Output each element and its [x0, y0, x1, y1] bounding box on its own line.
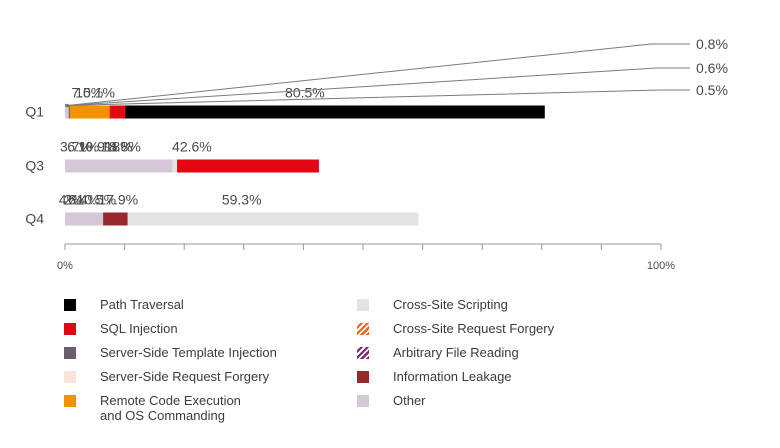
data-label-q4-cross-site-scripting: 59.3% [222, 192, 262, 208]
callout-leader-server-side-request-forgery [66, 67, 690, 106]
legend-label-other: Other [393, 393, 426, 408]
legend-swatch-arbitrary-file-reading [357, 347, 369, 359]
legend-item-path-traversal: Path Traversal [64, 297, 300, 312]
category-label-q4: Q4 [25, 211, 44, 227]
x-tick-label-0: 0% [57, 260, 73, 272]
bars-layer [65, 105, 545, 226]
legend-swatch-cross-site-scripting [357, 299, 369, 311]
x-axis: 0% 100% [57, 243, 675, 272]
callout-leader-server-side-template-injection [67, 43, 690, 106]
legend-swatch-server-side-template-injection [64, 347, 76, 359]
legend-label-server-side-request-forgery: Server-Side Request Forgery [100, 369, 270, 384]
legend-label-arbitrary-file-reading: Arbitrary File Reading [393, 345, 519, 360]
callout-label-other: 0.5% [696, 82, 728, 98]
data-label-q3-sql-injection: 42.6% [172, 139, 212, 155]
x-tick-label-100: 100% [647, 260, 675, 272]
data-label-q3-cross-site-scripting: 18.8% [101, 139, 141, 155]
legend-label-server-side-template-injection: Server-Side Template Injection [100, 345, 277, 360]
legend-swatch-path-traversal [64, 299, 76, 311]
bar-q3-other [65, 159, 173, 173]
data-label-q3-remote-code-execution-and-os-commanding: 3.7% [60, 139, 92, 155]
data-label-q3-cross-site-request-forgery: 10.9% [78, 139, 118, 155]
data-label-q1-remote-code-execution-and-os-commanding: 7.5% [71, 85, 103, 101]
legend-label-sql-injection: SQL Injection [100, 321, 178, 336]
legend-item-sql-injection: SQL Injection [64, 321, 300, 336]
category-label-q1: Q1 [25, 104, 44, 120]
category-labels-layer: Q1 Q3 Q4 [25, 104, 44, 227]
data-label-q3-other: 18% [105, 139, 133, 155]
legend-item-server-side-template-injection: Server-Side Template Injection [64, 345, 300, 360]
callout-label-server-side-template-injection: 0.8% [696, 36, 728, 52]
legend-swatch-sql-injection [64, 323, 76, 335]
legend-label-remote-code-execution-and-os-commanding: Remote Code Execution and OS Commanding [100, 393, 241, 423]
callout-label-server-side-request-forgery: 0.6% [696, 60, 728, 76]
bar-q4-other [65, 212, 104, 226]
data-labels-layer: 80.5% 10.1%7.5% 42.6% 3.7% 18.8%10.9%6.1% 18%… [59, 36, 728, 208]
data-label-q4-remote-code-execution-and-os-commanding: 17.9% [98, 192, 138, 208]
data-label-q1-path-traversal: 80.5% [285, 85, 325, 101]
bar-q1-path-traversal [65, 105, 545, 119]
legend-item-other: Other [357, 393, 593, 408]
data-label-q4-path-traversal: 4% [59, 192, 79, 208]
legend-item-arbitrary-file-reading: Arbitrary File Reading [357, 345, 593, 360]
legend-label-cross-site-scripting: Cross-Site Scripting [393, 297, 508, 312]
legend-swatch-server-side-request-forgery [64, 371, 76, 383]
legend-swatch-cross-site-request-forgery [357, 323, 369, 335]
data-label-q4-information-leakage: 10.5% [76, 192, 116, 208]
data-label-q4-sql-injection: 2% [64, 192, 84, 208]
data-label-q4-other: 6.4% [68, 192, 100, 208]
data-label-q1-sql-injection: 10.1% [75, 85, 115, 101]
callout-dot-other [64, 103, 69, 108]
legend-label-information-leakage: Information Leakage [393, 369, 512, 384]
data-label-q3-arbitrary-file-reading: 6.1% [67, 139, 99, 155]
legend-swatch-information-leakage [357, 371, 369, 383]
legend-item-information-leakage: Information Leakage [357, 369, 593, 384]
category-label-q3: Q3 [25, 158, 44, 174]
callout-leader-other [66, 89, 690, 106]
legend-item-server-side-request-forgery: Server-Side Request Forgery [64, 369, 300, 384]
bar-q1-other [65, 105, 68, 119]
legend-item-cross-site-scripting: Cross-Site Scripting [357, 297, 593, 312]
legend-swatch-remote-code-execution-and-os-commanding [64, 395, 76, 407]
legend-item-remote-code-execution-and-os-commanding: Remote Code Execution and OS Commanding [64, 393, 300, 423]
legend-label-cross-site-request-forgery: Cross-Site Request Forgery [393, 321, 555, 336]
bar-q1-remote-code-execution-and-os-commanding [65, 105, 110, 119]
legend-item-cross-site-request-forgery: Cross-Site Request Forgery [357, 321, 593, 336]
bar-q4-cross-site-scripting [65, 212, 419, 226]
legend-label-path-traversal: Path Traversal [100, 297, 184, 312]
legend-swatch-other [357, 395, 369, 407]
